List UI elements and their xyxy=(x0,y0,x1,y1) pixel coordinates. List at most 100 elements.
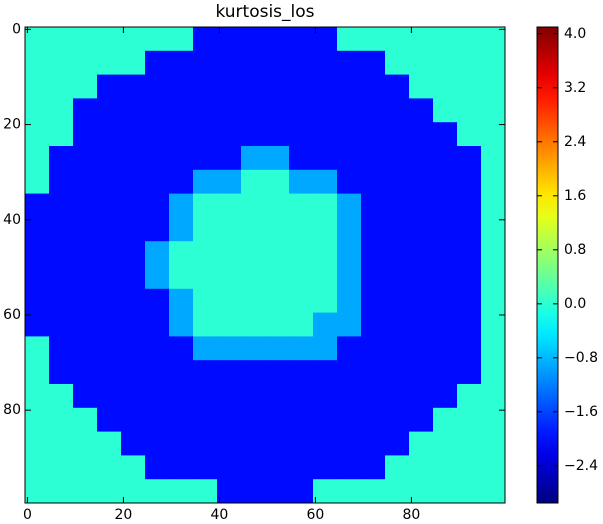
heat-cell xyxy=(361,265,386,290)
heat-cell xyxy=(289,431,314,456)
heat-cell xyxy=(433,146,458,171)
heat-cell xyxy=(169,265,194,290)
y-tick-label: 0 xyxy=(12,21,21,37)
heat-cell xyxy=(97,50,122,76)
heat-cell xyxy=(121,312,146,337)
x-tick-label: 0 xyxy=(23,507,32,523)
heat-cell xyxy=(361,360,386,385)
heat-cell xyxy=(121,431,146,456)
heat-cell xyxy=(385,455,410,480)
heat-cell xyxy=(409,169,434,195)
heat-cell xyxy=(313,431,338,456)
heat-cell xyxy=(121,384,146,409)
heat-cell xyxy=(73,74,98,99)
heat-cell xyxy=(481,312,506,337)
heat-cell xyxy=(481,98,506,123)
heat-cell xyxy=(361,169,386,195)
heat-cell xyxy=(121,193,146,218)
heat-cell xyxy=(337,431,362,456)
heat-cell xyxy=(265,407,290,433)
heat-cell xyxy=(193,312,218,337)
heat-cell xyxy=(265,27,290,52)
heat-cell xyxy=(241,407,266,433)
heat-cell xyxy=(313,407,338,433)
heat-cell xyxy=(385,288,410,314)
heat-cell xyxy=(337,146,362,171)
heat-cell xyxy=(25,122,50,147)
heat-cell xyxy=(241,431,266,456)
heat-cell xyxy=(385,479,410,504)
heat-cell xyxy=(433,241,458,266)
heat-cell xyxy=(97,407,122,433)
heat-cell xyxy=(361,479,386,504)
heat-cell xyxy=(457,479,482,504)
heat-cell xyxy=(169,455,194,480)
heat-cell xyxy=(97,455,122,480)
heat-cell xyxy=(25,336,50,361)
heat-cell xyxy=(457,336,482,361)
heat-cell xyxy=(289,360,314,385)
heat-cell xyxy=(289,98,314,123)
heat-cell xyxy=(97,27,122,52)
heat-cell xyxy=(385,169,410,195)
heat-cell xyxy=(385,431,410,456)
heat-cell xyxy=(169,407,194,433)
heat-cell xyxy=(217,336,242,361)
heat-cell xyxy=(217,479,242,504)
heat-cell xyxy=(409,455,434,480)
heat-cell xyxy=(193,407,218,433)
heat-cell xyxy=(193,169,218,195)
heat-cell xyxy=(337,169,362,195)
heat-cell xyxy=(313,455,338,480)
heat-cell xyxy=(121,336,146,361)
heat-cell xyxy=(385,241,410,266)
heat-cell xyxy=(289,288,314,314)
heat-cell xyxy=(145,360,170,385)
heat-cell xyxy=(241,146,266,171)
heat-cell xyxy=(73,241,98,266)
heat-cell xyxy=(409,336,434,361)
heat-cell xyxy=(457,50,482,76)
heat-cell xyxy=(145,50,170,76)
heat-cell xyxy=(193,265,218,290)
heat-cell xyxy=(337,479,362,504)
heat-cell xyxy=(73,169,98,195)
heat-cell xyxy=(457,217,482,242)
heat-cell xyxy=(193,74,218,99)
heat-cell xyxy=(289,265,314,290)
heat-cell xyxy=(121,217,146,242)
heat-cell xyxy=(265,241,290,266)
heat-cell xyxy=(25,360,50,385)
plot-frame xyxy=(24,26,506,504)
colorbar-tick-label: −1.6 xyxy=(564,404,598,420)
heat-cell xyxy=(481,27,506,52)
heat-cell xyxy=(433,431,458,456)
heat-cell xyxy=(265,336,290,361)
heat-cell xyxy=(217,122,242,147)
heat-cell xyxy=(193,431,218,456)
heat-cell xyxy=(25,169,50,195)
heat-cell xyxy=(433,288,458,314)
y-tick-label: 20 xyxy=(3,117,21,133)
heat-cell xyxy=(313,288,338,314)
heat-cell xyxy=(361,455,386,480)
heat-cell xyxy=(193,27,218,52)
heat-cell xyxy=(25,455,50,480)
heat-cell xyxy=(49,431,74,456)
heat-cell xyxy=(337,336,362,361)
colorbar-tick-label: 3.2 xyxy=(564,80,586,96)
heatmap xyxy=(25,27,506,504)
heat-cell xyxy=(97,98,122,123)
heat-cell xyxy=(241,336,266,361)
x-tick-label: 40 xyxy=(210,507,228,523)
x-tick-label: 20 xyxy=(114,507,132,523)
heat-cell xyxy=(361,407,386,433)
heat-cell xyxy=(217,241,242,266)
heat-cell xyxy=(241,169,266,195)
heat-cell xyxy=(265,479,290,504)
heat-cell xyxy=(193,98,218,123)
heat-cell xyxy=(361,146,386,171)
heat-cell xyxy=(457,455,482,480)
heat-cell xyxy=(49,217,74,242)
